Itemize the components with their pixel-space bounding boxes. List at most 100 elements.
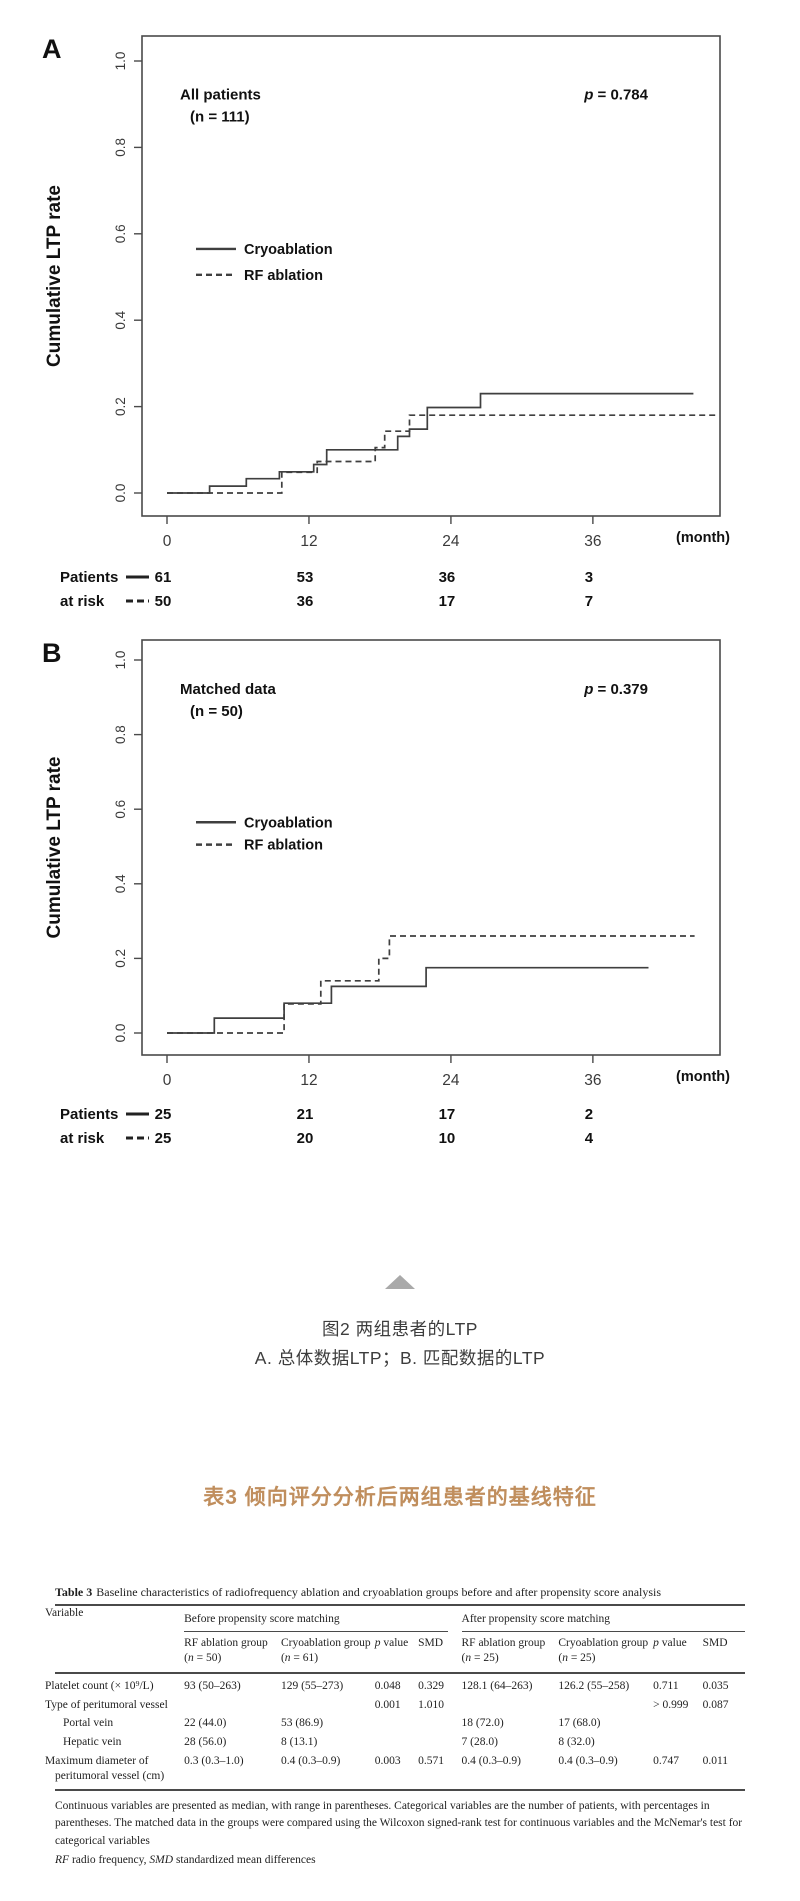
table3-heading-cn: 表3 倾向评分分析后两组患者的基线特征: [203, 1485, 597, 1509]
risk-count: 36: [439, 569, 456, 586]
series-cryoablation: [167, 392, 694, 494]
table-row: Portal vein 22 (44.0) 53 (86.9) 18 (72.0) 17…: [55, 1714, 745, 1733]
y-tick-label: 1.0: [113, 651, 128, 670]
table-subheader-row: RF ablation group (n = 50) Cryoablation …: [55, 1631, 745, 1674]
collapse-arrow-icon[interactable]: [385, 1275, 415, 1289]
table-cell: [462, 1696, 559, 1715]
y-axis-title: Cumulative LTP rate: [44, 185, 65, 367]
panel-annotation: All patients: [180, 87, 261, 104]
panel-annotation: (n = 50): [190, 703, 243, 720]
table-cell: 8 (32.0): [558, 1736, 595, 1749]
column-header: SMD: [702, 1631, 745, 1674]
table3-grid: Variable Before propensity score matchin…: [45, 1605, 745, 1792]
x-tick-label: 24: [442, 533, 460, 550]
figure-caption-title: 图2 两组患者的LTP: [322, 1319, 478, 1339]
column-header: SMD: [418, 1631, 462, 1674]
risk-count: 50: [155, 593, 172, 610]
risk-row-label: Patients: [60, 569, 118, 586]
table3-title-text: Baseline characteristics of radiofrequen…: [96, 1584, 662, 1599]
y-axis: 0.0 0.2 0.4 0.6 0.8 1.0: [113, 52, 142, 503]
x-tick-label: 12: [300, 1072, 317, 1089]
figure-2: A 0.0 0.2 0.4 0.6 0.8 1.0 Cumulative LTP rate 0 1…: [30, 16, 800, 1155]
table-cell: [281, 1696, 375, 1715]
table-cell: 1.010: [418, 1698, 444, 1711]
table-cell: 0.087: [702, 1698, 729, 1711]
table3-footnotes: Continuous variables are presented as me…: [55, 1798, 745, 1869]
column-header: RF ablation group (n = 50): [184, 1631, 281, 1674]
table-cell: [703, 1714, 745, 1733]
y-axis: 0.0 0.2 0.4 0.6 0.8 1.0: [113, 651, 142, 1042]
table-cell: 0.711: [653, 1679, 679, 1692]
y-tick-label: 0.0: [113, 484, 128, 503]
footnote-abbreviations: RF radio frequency, SMD standardized mea…: [55, 1853, 316, 1866]
group-header-before: Before propensity score matching: [184, 1606, 461, 1632]
footnote-methods: Continuous variables are presented as me…: [55, 1800, 743, 1847]
table-cell: 18 (72.0): [461, 1717, 504, 1730]
legend-label: RF ablation: [244, 838, 323, 854]
p-value-label: p = 0.784: [583, 87, 648, 104]
table-cell: [184, 1696, 281, 1715]
series-rf-ablation: [167, 935, 695, 1034]
y-tick-label: 0.8: [113, 725, 128, 744]
table-cell: 8 (13.1): [280, 1736, 318, 1749]
x-tick-label: 24: [442, 1072, 460, 1089]
legend-label: Cryoablation: [244, 242, 333, 258]
table-cell: 0.329: [418, 1679, 444, 1692]
table-row: Hepatic vein 28 (56.0) 8 (13.1) 7 (28.0) 8 (…: [55, 1733, 745, 1752]
table-cell: 126.2 (55–258): [558, 1679, 630, 1692]
row-variable: Type of peritumoral vessel: [45, 1698, 168, 1711]
table-cell: 22 (44.0): [184, 1717, 227, 1730]
column-header-variable: Variable: [45, 1605, 185, 1674]
risk-count: 17: [439, 1106, 456, 1123]
y-tick-label: 0.2: [113, 949, 128, 968]
table-cell: 17 (68.0): [558, 1717, 601, 1730]
table-row: Platelet count (× 10⁹/L) 93 (50–263) 129 (…: [45, 1673, 745, 1696]
risk-count: 61: [155, 569, 172, 586]
y-tick-label: 0.4: [113, 874, 128, 893]
column-header: Cryoablation group (n = 25): [558, 1631, 654, 1674]
table-cell: 0.4 (0.3–0.9): [558, 1752, 654, 1792]
table-cell: 129 (55–273): [280, 1679, 344, 1692]
risk-row-label: at risk: [60, 1130, 105, 1147]
table-cell: 0.571: [418, 1752, 462, 1792]
table-cell: 7 (28.0): [461, 1736, 498, 1749]
risk-row-label: at risk: [60, 593, 105, 610]
risk-table: Patients 61 53 36 3 at risk 50 36 17 7: [60, 569, 593, 610]
table3-title: Table 3 Baseline characteristics of radio…: [55, 1585, 745, 1606]
risk-count: 25: [155, 1106, 172, 1123]
table-cell: [703, 1733, 745, 1752]
x-axis-unit: (month): [676, 1069, 730, 1085]
figure-caption-subtitle: A. 总体数据LTP；B. 匹配数据的LTP: [254, 1347, 546, 1368]
table-cell: 0.4 (0.3–0.9): [280, 1752, 375, 1792]
panel-label: B: [42, 638, 62, 668]
legend: Cryoablation RF ablation: [196, 242, 333, 284]
row-variable: Platelet count (× 10⁹/L): [45, 1679, 154, 1692]
risk-row-label: Patients: [60, 1106, 118, 1123]
y-tick-label: 0.4: [113, 310, 128, 329]
risk-count: 36: [297, 593, 314, 610]
legend: Cryoablation RF ablation: [196, 815, 333, 854]
risk-count: 7: [585, 593, 593, 610]
risk-count: 4: [585, 1130, 594, 1147]
table-cell: > 0.999: [653, 1698, 689, 1711]
table-cell: [653, 1714, 702, 1733]
table-cell: 93 (50–263): [184, 1679, 241, 1692]
table-cell: [375, 1714, 418, 1733]
y-tick-label: 0.8: [113, 138, 128, 157]
table-cell: 28 (56.0): [184, 1736, 227, 1749]
table-cell: [418, 1714, 461, 1733]
x-tick-label: 36: [584, 533, 601, 550]
x-axis: 0 12 24 36: [163, 516, 602, 550]
row-variable: Hepatic vein: [63, 1736, 122, 1749]
risk-count: 20: [297, 1130, 314, 1147]
risk-count: 21: [297, 1106, 314, 1123]
p-value-label: p = 0.379: [583, 681, 648, 698]
column-header: RF ablation group (n = 25): [461, 1631, 559, 1674]
panel-a-chart: A 0.0 0.2 0.4 0.6 0.8 1.0 Cumulative LTP rate 0 1…: [42, 34, 730, 610]
y-tick-label: 1.0: [113, 52, 128, 71]
table-cell: 0.011: [702, 1752, 745, 1792]
column-header: Cryoablation group (n = 61): [280, 1631, 375, 1674]
x-axis-unit: (month): [676, 530, 730, 546]
table3-title-label: Table 3: [55, 1584, 93, 1599]
